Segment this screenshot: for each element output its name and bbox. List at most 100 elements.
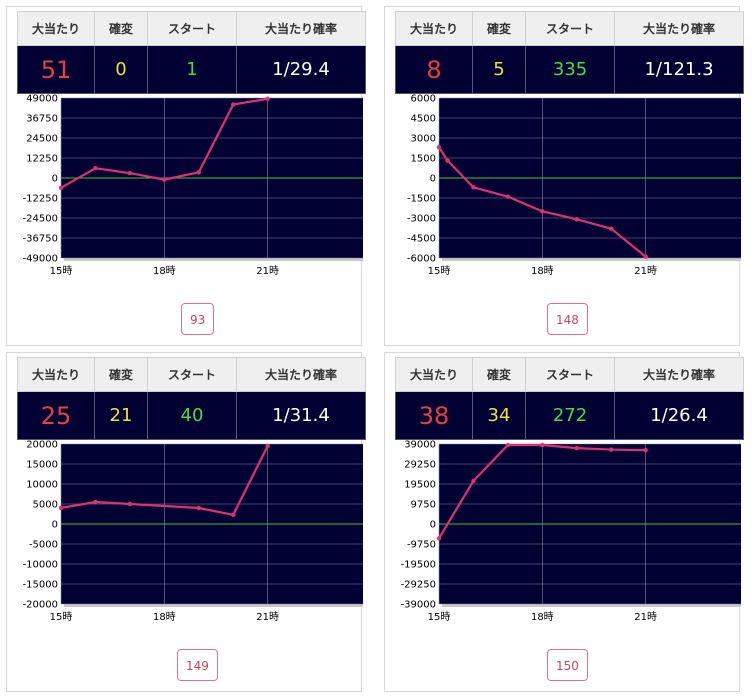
- y-tick-label: -1500: [407, 194, 436, 205]
- machine-card: 大当たり 確変 スタート 大当たり確率 25 21 40 1/31.4 2000…: [6, 352, 366, 692]
- slump-chart: 49000 36750 24500 12250 0 -12250 -24500 -36750 -…: [23, 94, 363, 277]
- y-tick-label: -29250: [401, 580, 436, 591]
- data-point: [58, 185, 64, 190]
- data-point: [231, 102, 236, 107]
- y-tick-label: -9750: [407, 540, 436, 551]
- header-probability: 大当たり確率: [236, 357, 366, 392]
- kakuhen-count: 0: [94, 45, 148, 94]
- y-tick-label: 9750: [411, 500, 436, 511]
- header-probability: 大当たり確率: [614, 11, 744, 46]
- y-tick-label: 0: [430, 174, 436, 185]
- slump-chart: 20000 15000 10000 5000 0 -5000 -10000 -15000 -20…: [23, 440, 363, 623]
- data-point: [265, 443, 270, 449]
- data-point: [196, 170, 201, 175]
- jackpot-count: 51: [17, 45, 95, 94]
- y-tick-label: -15000: [23, 580, 58, 591]
- y-tick-label: 36750: [26, 114, 58, 125]
- y-tick-label: 49000: [26, 94, 58, 105]
- x-tick-label: 15時: [50, 265, 73, 277]
- y-tick-label: 6000: [411, 94, 436, 105]
- data-point: [445, 158, 450, 163]
- machine-card: 大当たり 確変 スタート 大当たり確率 38 34 272 1/26.4 390…: [384, 352, 744, 692]
- machine-card: 大当たり 確変 スタート 大当たり確率 51 0 1 1/29.4 49000 3…: [6, 6, 366, 346]
- x-tick-label: 21時: [634, 611, 657, 623]
- jackpot-count: 38: [395, 391, 473, 440]
- x-tick-label: 18時: [531, 265, 554, 277]
- x-tick-label: 21時: [634, 265, 657, 277]
- y-tick-label: 15000: [26, 460, 58, 471]
- y-tick-label: 20000: [26, 440, 58, 451]
- jackpot-probability: 1/31.4: [236, 391, 366, 440]
- header-kakuhen: 確変: [94, 11, 148, 46]
- x-tick-label: 15時: [428, 265, 451, 277]
- y-tick-label: 39000: [404, 440, 436, 451]
- y-tick-label: 29250: [404, 460, 436, 471]
- slump-chart: 6000 4500 3000 1500 0 -1500 -3000 -4500 -600015時…: [407, 94, 741, 277]
- y-tick-label: 1500: [411, 154, 436, 165]
- data-point: [162, 177, 167, 182]
- header-jackpot: 大当たり: [395, 357, 473, 392]
- start-count: 1: [147, 45, 237, 94]
- y-tick-label: -12250: [23, 194, 58, 205]
- jackpot-probability: 1/29.4: [236, 45, 366, 94]
- start-count: 40: [147, 391, 237, 440]
- header-kakuhen: 確変: [472, 11, 526, 46]
- data-point: [574, 445, 579, 451]
- data-point: [93, 499, 98, 505]
- kakuhen-count: 34: [472, 391, 526, 440]
- y-tick-label: -20000: [23, 600, 58, 611]
- stats-table: 大当たり 確変 スタート 大当たり確率 8 5 335 1/121.3: [395, 11, 744, 94]
- data-point: [231, 512, 236, 517]
- machine-number-link[interactable]: 148: [547, 303, 588, 335]
- y-tick-label: 12250: [26, 154, 58, 165]
- y-tick-label: 19500: [404, 480, 436, 491]
- y-tick-label: -3000: [407, 214, 436, 225]
- header-start: スタート: [525, 11, 615, 46]
- y-tick-label: 5000: [33, 500, 58, 511]
- y-tick-label: 0: [52, 520, 58, 531]
- jackpot-probability: 1/121.3: [614, 45, 744, 94]
- x-tick-label: 15時: [50, 611, 73, 623]
- data-point: [93, 166, 98, 171]
- data-point: [436, 536, 442, 541]
- y-tick-label: 24500: [26, 134, 58, 145]
- data-point: [540, 209, 545, 214]
- machine-number-link[interactable]: 93: [181, 303, 215, 335]
- x-tick-label: 18時: [531, 611, 554, 623]
- series-line: [438, 146, 647, 258]
- header-kakuhen: 確変: [94, 357, 148, 392]
- header-probability: 大当たり確率: [614, 357, 744, 392]
- slump-chart: 39000 29250 19500 9750 0 -9750 -19500 -29250 -39…: [401, 440, 741, 623]
- header-jackpot: 大当たり: [395, 11, 473, 46]
- y-tick-label: -6000: [407, 254, 436, 265]
- header-start: スタート: [525, 357, 615, 392]
- data-point: [643, 447, 648, 453]
- y-tick-label: -4500: [407, 234, 436, 245]
- x-tick-label: 18時: [153, 611, 176, 623]
- series-line: [60, 445, 269, 516]
- jackpot-count: 25: [17, 391, 95, 440]
- y-tick-label: -49000: [23, 254, 58, 265]
- y-tick-label: -10000: [23, 560, 58, 571]
- machine-number-link[interactable]: 150: [547, 649, 588, 681]
- y-tick-label: -5000: [29, 540, 58, 551]
- start-count: 335: [525, 45, 615, 94]
- stats-table: 大当たり 確変 スタート 大当たり確率 25 21 40 1/31.4: [17, 357, 366, 440]
- data-point: [58, 505, 64, 511]
- y-tick-label: -36750: [23, 234, 58, 245]
- machine-number-link[interactable]: 149: [177, 649, 218, 681]
- kakuhen-count: 21: [94, 391, 148, 440]
- data-point: [471, 478, 476, 484]
- jackpot-count: 8: [395, 45, 473, 94]
- header-jackpot: 大当たり: [17, 11, 95, 46]
- y-tick-label: -24500: [23, 214, 58, 225]
- y-tick-label: 10000: [26, 480, 58, 491]
- y-tick-label: 0: [52, 174, 58, 185]
- x-tick-label: 21時: [256, 265, 279, 277]
- data-point: [609, 226, 614, 231]
- data-point: [196, 505, 201, 511]
- data-point: [265, 96, 270, 102]
- data-point: [540, 442, 545, 448]
- y-tick-label: -39000: [401, 600, 436, 611]
- header-kakuhen: 確変: [472, 357, 526, 392]
